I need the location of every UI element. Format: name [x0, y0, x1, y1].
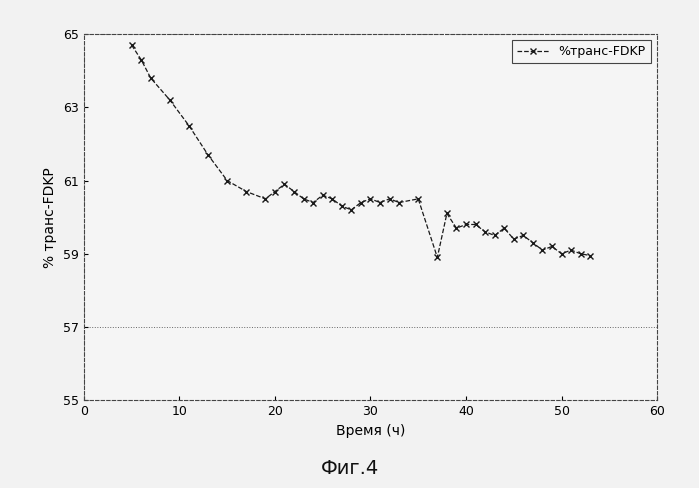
- %транс-FDKP: [299, 196, 308, 202]
- X-axis label: Время (ч): Время (ч): [336, 424, 405, 438]
- %транс-FDKP: [242, 188, 250, 194]
- %транс-FDKP: [510, 236, 518, 242]
- %транс-FDKP: [223, 178, 231, 183]
- %транс-FDKP: [462, 222, 470, 227]
- Y-axis label: % транс-FDKP: % транс-FDKP: [43, 167, 57, 267]
- %транс-FDKP: [280, 182, 289, 187]
- %транс-FDKP: [586, 253, 594, 259]
- %транс-FDKP: [442, 210, 451, 216]
- %транс-FDKP: [185, 123, 193, 129]
- Line: %транс-FDKP: %транс-FDKP: [129, 42, 593, 261]
- %транс-FDKP: [481, 229, 489, 235]
- %транс-FDKP: [395, 200, 403, 205]
- %транс-FDKP: [452, 225, 461, 231]
- %транс-FDKP: [557, 251, 565, 257]
- %транс-FDKP: [376, 200, 384, 205]
- %транс-FDKP: [548, 244, 556, 249]
- %транс-FDKP: [356, 200, 365, 205]
- %транс-FDKP: [491, 232, 499, 238]
- %транс-FDKP: [127, 42, 136, 48]
- %транс-FDKP: [137, 57, 145, 62]
- %транс-FDKP: [271, 188, 279, 194]
- %транс-FDKP: [433, 254, 442, 260]
- %транс-FDKP: [567, 247, 575, 253]
- %транс-FDKP: [500, 225, 508, 231]
- %транс-FDKP: [290, 188, 298, 194]
- %транс-FDKP: [319, 192, 327, 198]
- %транс-FDKP: [338, 203, 346, 209]
- Legend: %транс-FDKP: %транс-FDKP: [512, 41, 651, 63]
- %транс-FDKP: [538, 247, 547, 253]
- %транс-FDKP: [385, 196, 394, 202]
- %транс-FDKP: [328, 196, 336, 202]
- %транс-FDKP: [528, 240, 537, 245]
- %транс-FDKP: [471, 222, 480, 227]
- Text: Фиг.4: Фиг.4: [320, 459, 379, 478]
- %транс-FDKP: [309, 200, 317, 205]
- %транс-FDKP: [147, 75, 155, 81]
- %транс-FDKP: [414, 196, 422, 202]
- %транс-FDKP: [261, 196, 270, 202]
- %транс-FDKP: [366, 196, 375, 202]
- %транс-FDKP: [166, 97, 174, 103]
- %транс-FDKP: [347, 207, 356, 213]
- %транс-FDKP: [519, 232, 528, 238]
- %транс-FDKP: [204, 152, 212, 158]
- %транс-FDKP: [577, 251, 585, 257]
